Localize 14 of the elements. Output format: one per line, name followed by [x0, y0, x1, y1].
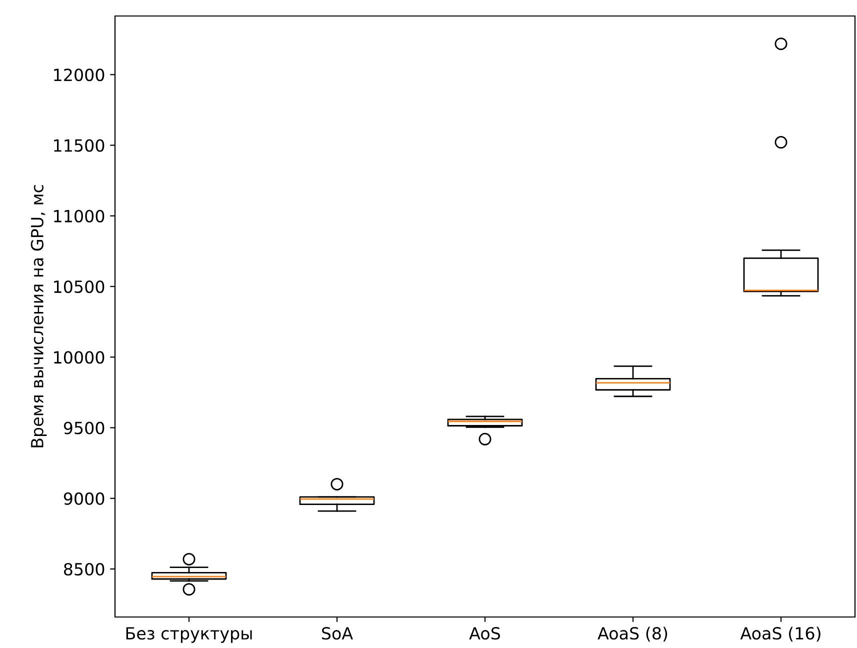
- y-tick-label: 9000: [64, 492, 104, 505]
- y-tick-label: 9500: [64, 422, 104, 434]
- x-tick-label: AoaS (16): [740, 626, 820, 642]
- y-tick-label: 10000: [54, 351, 104, 364]
- x-tick-label: AoaS (8): [598, 626, 668, 642]
- x-tick-label: Без структуры: [126, 627, 252, 643]
- y-tick-label: 11500: [54, 139, 104, 152]
- x-tick-label: SoA: [322, 627, 353, 640]
- y-tick-label: 10500: [54, 280, 104, 294]
- y-tick-label: 12000: [54, 68, 104, 82]
- x-tick-label: AoS: [469, 627, 500, 640]
- y-tick-label: 11000: [54, 210, 104, 222]
- y-axis-title: Время вычисления на GPU, мс: [30, 185, 47, 448]
- y-tick-label: 8500: [64, 562, 104, 576]
